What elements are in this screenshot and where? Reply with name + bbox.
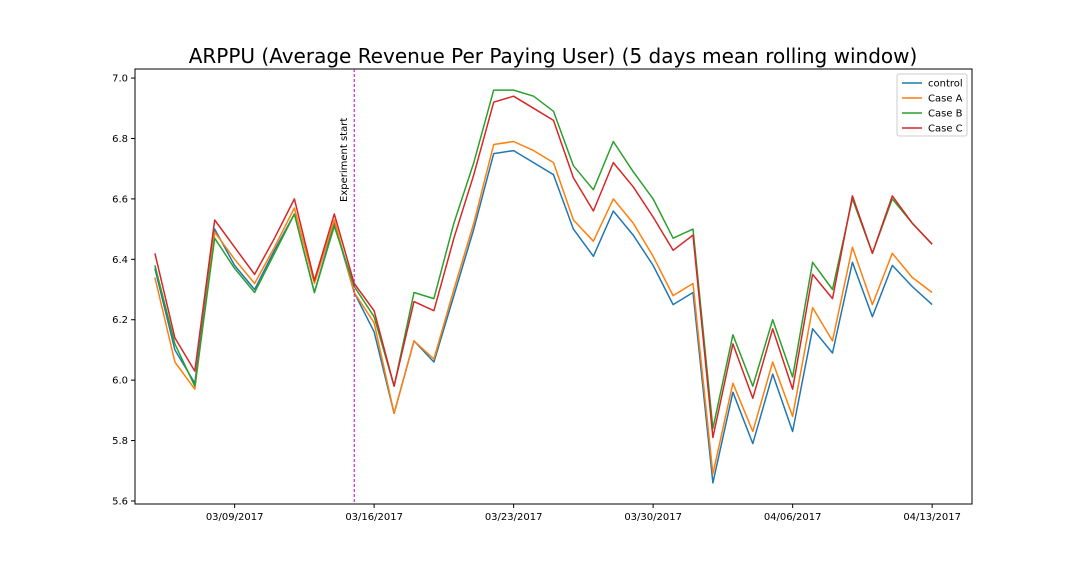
y-tick-label: 5.6	[112, 496, 128, 507]
y-tick-label: 6.6	[112, 194, 128, 205]
legend-label: Case A	[928, 94, 963, 105]
annotation: Experiment start	[339, 69, 355, 504]
y-tick-label: 6.2	[112, 315, 128, 326]
series-line-case-c	[154, 95, 933, 439]
x-tick-label: 03/16/2017	[345, 512, 403, 523]
legend-label: Case C	[928, 124, 963, 135]
y-tick-label: 7.0	[112, 74, 128, 85]
x-tick-label: 03/30/2017	[624, 512, 682, 523]
y-tick-label: 6.8	[112, 134, 128, 145]
plot-frame	[134, 68, 973, 505]
series-line-case-b	[154, 89, 933, 430]
axes: 5.6 5.8 6.0 6.2 6.4 6.6 6.8 7.0 03/09/2017 03/16/…	[112, 74, 961, 523]
chart-title: ARPPU (Average Revenue Per Paying User) …	[189, 44, 918, 68]
legend-label: control	[928, 79, 963, 90]
series-line-control	[154, 149, 933, 484]
series-line-case-a	[154, 140, 933, 475]
x-tick-label: 03/23/2017	[485, 512, 543, 523]
legend: control Case A Case B Case C	[896, 73, 968, 137]
y-tick-label: 5.8	[112, 436, 128, 447]
legend-box	[896, 73, 968, 137]
legend-label: Case B	[928, 109, 963, 120]
x-tick-label: 04/06/2017	[764, 512, 822, 523]
x-tick-label: 03/09/2017	[206, 512, 264, 523]
y-tick-label: 6.0	[112, 376, 128, 387]
plot-area	[154, 89, 933, 484]
x-tick-label: 04/13/2017	[903, 512, 961, 523]
y-tick-label: 6.4	[112, 255, 128, 266]
experiment-start-label: Experiment start	[339, 118, 350, 202]
